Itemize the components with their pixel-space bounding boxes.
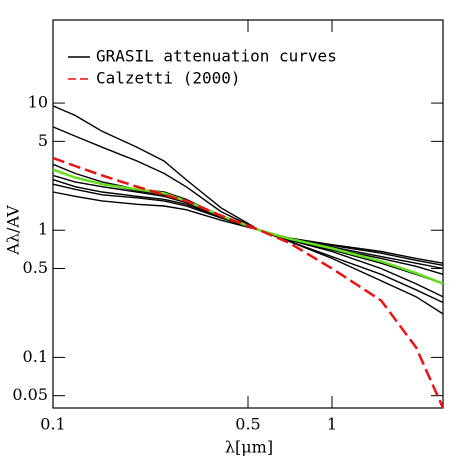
y-tick-label: 5 <box>38 131 48 150</box>
series-line <box>52 126 444 304</box>
x-axis-label: λ[μm] <box>225 438 273 457</box>
y-axis-label: Aλ/AV <box>4 205 23 256</box>
series-line <box>52 105 444 315</box>
legend-label: Calzetti (2000) <box>96 69 241 88</box>
y-tick-label: 0.1 <box>23 347 48 366</box>
y-tick-label: 0.05 <box>12 385 48 404</box>
series-line <box>52 178 444 298</box>
x-tick-label: 0.1 <box>40 415 65 434</box>
series-line <box>52 156 445 409</box>
series-line <box>52 191 444 264</box>
y-tick-label: 0.5 <box>23 258 48 277</box>
x-tick-label: 1 <box>327 415 337 434</box>
legend-label: GRASIL attenuation curves <box>96 47 337 66</box>
series-line <box>52 183 444 266</box>
x-tick-label: 0.5 <box>235 415 260 434</box>
y-tick-label: 10 <box>28 93 48 112</box>
y-tick-label: 1 <box>38 220 48 239</box>
